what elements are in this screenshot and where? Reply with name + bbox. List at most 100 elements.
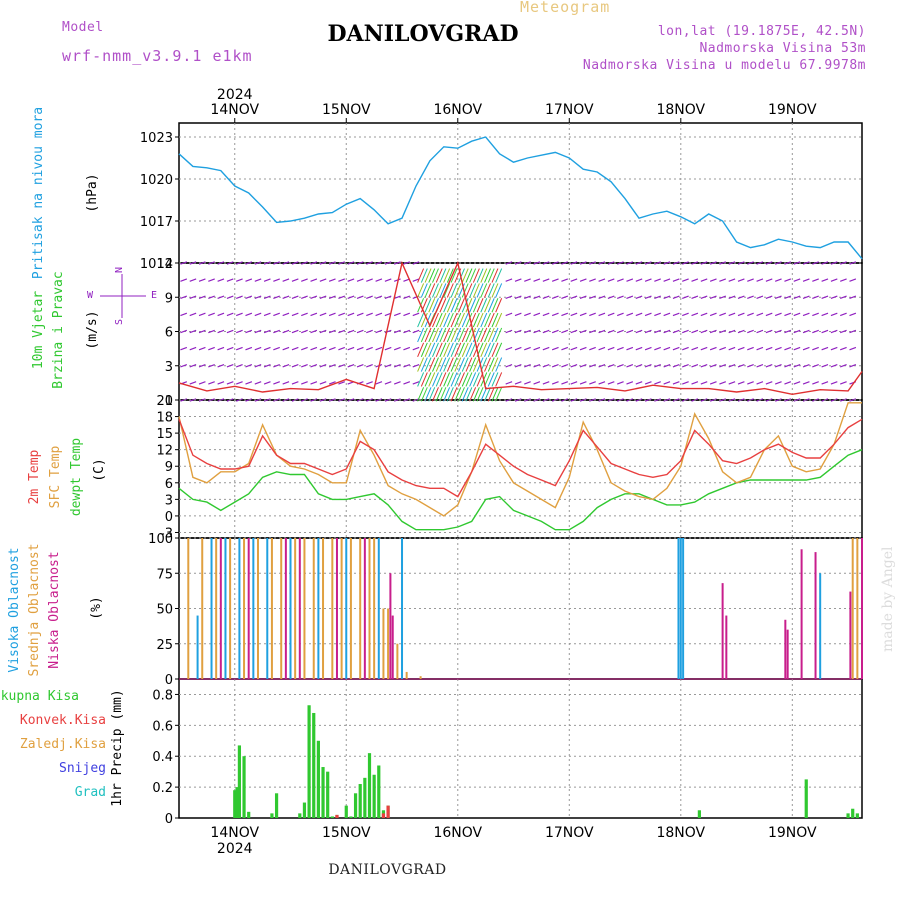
wind-barb: [570, 295, 578, 299]
wind-barb: [542, 381, 550, 385]
wind-barb: [273, 398, 280, 402]
wind-barb: [672, 381, 680, 385]
wind-barb: [263, 261, 271, 265]
wind-barb: [403, 381, 411, 385]
wind-barb: [617, 295, 624, 299]
meteogram-label: Meteogram: [520, 0, 611, 16]
storm-wind-arrow: [446, 327, 454, 343]
wind-barb: [208, 295, 215, 299]
precip-bar-0: [242, 756, 246, 818]
wind-barb: [635, 295, 643, 299]
wind-barb: [375, 346, 383, 351]
wind-barb: [821, 261, 829, 265]
wind-barb: [840, 295, 847, 299]
wind-barb: [728, 278, 736, 282]
wind-barb: [198, 346, 206, 351]
model-elevation-label: Nadmorska Visina u modelu 67.9978m: [582, 58, 866, 73]
precip-bar-0: [804, 779, 808, 818]
storm-wind-arrow: [495, 268, 503, 283]
compass-south: S: [114, 319, 125, 325]
storm-wind-arrow: [435, 283, 443, 298]
wind-barb: [672, 398, 680, 402]
wind-barb: [579, 312, 587, 317]
wind-barb: [412, 364, 420, 368]
wind-barb: [617, 261, 624, 265]
wind-barb: [198, 381, 206, 385]
cloud-bar-2: [786, 629, 789, 679]
cloud-bar-1: [280, 538, 283, 679]
wind-barb: [570, 312, 578, 317]
watermark: made by Angel: [880, 546, 896, 653]
storm-wind-arrow: [450, 268, 458, 283]
wind-barb: [524, 295, 531, 299]
precip-bar-1: [381, 813, 386, 818]
wind-barb: [263, 312, 271, 317]
wind-barb: [579, 364, 587, 368]
wind-barb: [672, 364, 680, 368]
wind-barb: [198, 329, 206, 334]
storm-wind-arrow: [480, 268, 488, 283]
wind-barb: [236, 261, 243, 265]
wind-barb: [728, 312, 736, 317]
wind-barb: [654, 329, 661, 334]
storm-wind-arrow: [469, 312, 477, 328]
storm-wind-arrow: [472, 357, 480, 372]
storm-wind-arrow: [480, 298, 488, 313]
ytick-label-4: 0.8: [152, 688, 173, 703]
cloud-bar-1: [373, 538, 376, 679]
wind-barb: [505, 364, 513, 368]
bottom-day-label: 16NOV: [433, 825, 482, 841]
wind-barb: [254, 261, 262, 265]
wind-barb: [338, 364, 346, 368]
wind-barb: [840, 364, 847, 368]
storm-wind-arrow: [417, 327, 425, 343]
wind-barb: [310, 329, 318, 334]
storm-wind-arrow: [443, 342, 451, 357]
wind-barb: [245, 346, 253, 351]
storm-wind-arrow: [428, 372, 436, 387]
sfc-temp-line: [178, 402, 862, 517]
cloud-bar-2: [219, 538, 222, 679]
storm-wind-arrow: [446, 387, 454, 402]
storm-wind-arrow: [480, 387, 488, 402]
wind-barb: [682, 295, 689, 299]
wind-barb: [756, 329, 764, 334]
wind-barb: [542, 295, 550, 299]
precip-bar-0: [846, 813, 850, 818]
cloud-bar-1: [396, 643, 399, 679]
wind-barb: [208, 398, 215, 402]
wind-barb: [328, 295, 336, 299]
wind-barb: [644, 329, 652, 334]
wind-barb: [245, 295, 253, 299]
storm-wind-arrow: [491, 283, 499, 298]
wind-barb: [310, 398, 318, 402]
precip-bar-0: [233, 790, 237, 818]
wind-barb: [784, 346, 792, 351]
storm-wind-arrow: [420, 387, 428, 402]
storm-wind-arrow: [461, 283, 469, 298]
storm-wind-arrow: [432, 283, 439, 298]
wind-barb: [291, 364, 299, 368]
wind-barb: [366, 278, 373, 282]
storm-wind-arrow: [428, 298, 436, 313]
wind-barb: [356, 312, 364, 317]
wind-barb: [301, 364, 308, 368]
wind-barb: [700, 312, 708, 317]
wind-barb: [356, 364, 364, 368]
wind-barb: [737, 346, 745, 351]
wind-barb: [217, 261, 225, 265]
wind-barb: [542, 364, 550, 368]
wind-barb: [821, 346, 829, 351]
wind-barb: [663, 295, 671, 299]
wind-barb: [263, 381, 271, 385]
wind-barb: [403, 312, 411, 317]
panel-frame-0: [178, 122, 863, 264]
wind-barb: [245, 312, 253, 317]
wind-barb: [282, 346, 290, 351]
wind-barb: [784, 398, 792, 402]
wind-barb: [301, 381, 308, 385]
precip-bar-0: [372, 774, 376, 818]
wind-barb: [403, 295, 411, 299]
wind-barb: [756, 278, 764, 282]
storm-wind-arrow: [439, 283, 447, 298]
